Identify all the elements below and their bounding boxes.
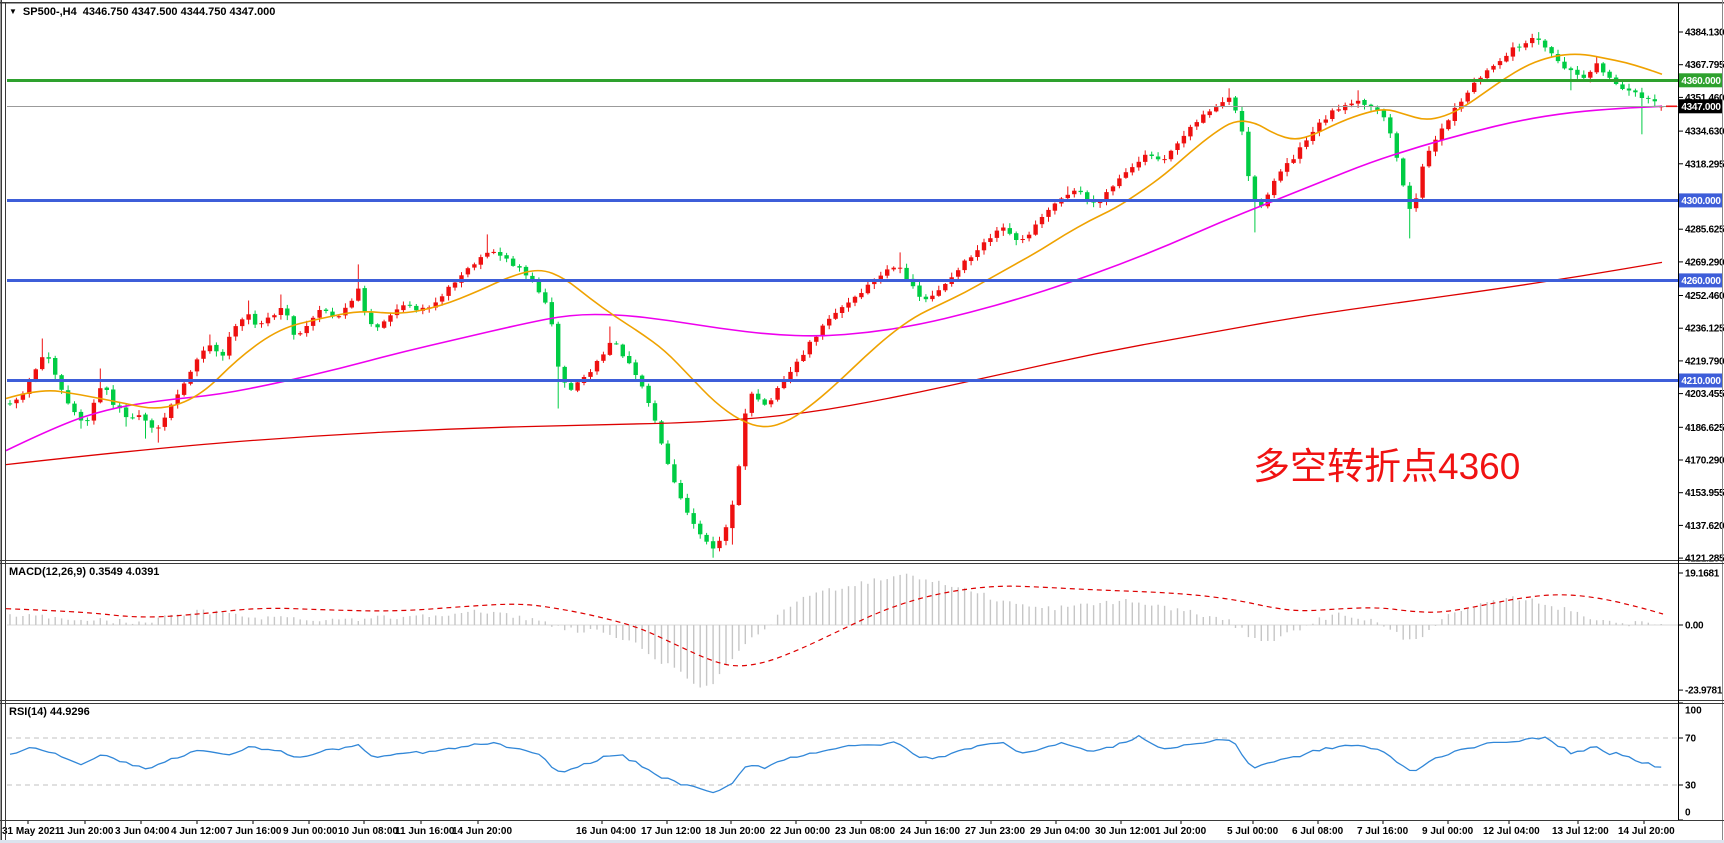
- symbol-dropdown-icon[interactable]: ▼: [9, 7, 17, 16]
- time-tick-label: 6 Jul 08:00: [1292, 826, 1344, 837]
- macd-indicator-label: MACD(12,26,9) 0.3549 4.0391: [9, 566, 160, 578]
- svg-text:4210.000: 4210.000: [1681, 376, 1721, 387]
- price-tick-label: 4384.130: [1685, 28, 1724, 39]
- price-tick-label: 4285.625: [1685, 225, 1724, 236]
- price-tick-label: 4121.285: [1685, 554, 1724, 565]
- price-tick-label: 4236.125: [1685, 324, 1724, 335]
- price-tick-label: 4186.625: [1685, 423, 1724, 434]
- price-tick-label: 4269.290: [1685, 257, 1724, 268]
- time-tick-label: 31 May 2021: [2, 826, 61, 837]
- rsi-tick-label: 30: [1685, 781, 1697, 792]
- price-badge: 4210.000: [1679, 373, 1723, 388]
- symbol-header: ▼ SP500-,H4 4346.750 4347.500 4344.750 434…: [9, 6, 275, 18]
- time-tick-label: 12 Jul 04:00: [1483, 826, 1540, 837]
- rsi-tick-label: 0: [1685, 808, 1691, 819]
- price-badge: 4347.000: [1679, 99, 1723, 114]
- svg-text:4360.000: 4360.000: [1681, 76, 1721, 87]
- price-tick-label: 4137.620: [1685, 521, 1724, 532]
- time-tick-label: 1 Jun 20:00: [59, 826, 114, 837]
- price-tick-label: 4219.790: [1685, 356, 1724, 367]
- time-tick-label: 5 Jul 00:00: [1227, 826, 1279, 837]
- macd-tick-label: -23.9781: [1685, 686, 1723, 697]
- ma-fast-line: [5, 53, 1663, 428]
- time-tick-label: 18 Jun 20:00: [705, 826, 765, 837]
- time-tick-label: 14 Jul 20:00: [1618, 826, 1675, 837]
- price-tick-label: 4318.295: [1685, 159, 1724, 170]
- price-tick-label: 4367.795: [1685, 60, 1724, 71]
- time-tick-label: 27 Jun 23:00: [965, 826, 1025, 837]
- price-tick-label: 4153.955: [1685, 488, 1724, 499]
- time-tick-label: 7 Jun 16:00: [227, 826, 282, 837]
- svg-text:4260.000: 4260.000: [1681, 276, 1721, 287]
- rsi-tick-label: 100: [1685, 706, 1702, 717]
- candlestick-series: [7, 32, 1664, 558]
- time-tick-label: 9 Jun 00:00: [283, 826, 338, 837]
- price-badge: 4300.000: [1679, 193, 1723, 208]
- time-tick-label: 7 Jul 16:00: [1357, 826, 1409, 837]
- price-tick-label: 4334.630: [1685, 127, 1724, 138]
- macd-tick-label: 19.1681: [1685, 569, 1720, 580]
- price-tick-label: 4252.460: [1685, 291, 1724, 302]
- svg-text:4347.000: 4347.000: [1681, 102, 1721, 113]
- macd-signal-line: [5, 585, 1664, 667]
- time-tick-label: 1 Jul 20:00: [1155, 826, 1207, 837]
- time-tick-label: 13 Jul 12:00: [1552, 826, 1609, 837]
- time-tick-label: 17 Jun 12:00: [641, 826, 701, 837]
- time-tick-label: 3 Jun 04:00: [115, 826, 170, 837]
- ma-slow-line: [5, 261, 1663, 466]
- time-tick-label: 14 Jun 20:00: [452, 826, 512, 837]
- macd-panel: [5, 573, 1678, 688]
- time-tick-label: 24 Jun 16:00: [900, 826, 960, 837]
- time-tick-label: 16 Jun 04:00: [576, 826, 636, 837]
- time-tick-label: 23 Jun 08:00: [835, 826, 895, 837]
- price-tick-label: 4170.290: [1685, 456, 1724, 467]
- rsi-indicator-label: RSI(14) 44.9296: [9, 706, 90, 718]
- time-tick-label: 4 Jun 12:00: [171, 826, 226, 837]
- ma-mid-line: [5, 105, 1663, 452]
- pivot-annotation-text: 多空转折点4360: [1253, 446, 1521, 487]
- rsi-tick-label: 70: [1685, 734, 1697, 745]
- time-tick-label: 30 Jun 12:00: [1095, 826, 1155, 837]
- price-axis[interactable]: 4384.130 4367.795 4351.460 4334.630 4318.295…: [1678, 28, 1724, 821]
- price-badge: 4360.000: [1679, 73, 1723, 88]
- rsi-line: [9, 734, 1662, 794]
- symbol-name: SP500-,H4: [22, 6, 77, 18]
- time-tick-label: 11 Jun 16:00: [395, 826, 455, 837]
- time-tick-label: 22 Jun 00:00: [770, 826, 830, 837]
- rsi-panel: [7, 734, 1678, 794]
- price-tick-label: 4203.455: [1685, 389, 1724, 400]
- price-tick-label: 4351.460: [1685, 93, 1724, 104]
- macd-tick-label: 0.00: [1685, 621, 1704, 632]
- price-badge: 4260.000: [1679, 273, 1723, 288]
- time-tick-label: 10 Jun 08:00: [338, 826, 398, 837]
- time-tick-label: 29 Jun 04:00: [1030, 826, 1090, 837]
- time-tick-label: 9 Jul 00:00: [1422, 826, 1474, 837]
- symbol-ohlc-quote: 4346.750 4347.500 4344.750 4347.000: [82, 6, 276, 18]
- horizontal-levels: [7, 78, 1678, 382]
- svg-text:4300.000: 4300.000: [1681, 196, 1721, 207]
